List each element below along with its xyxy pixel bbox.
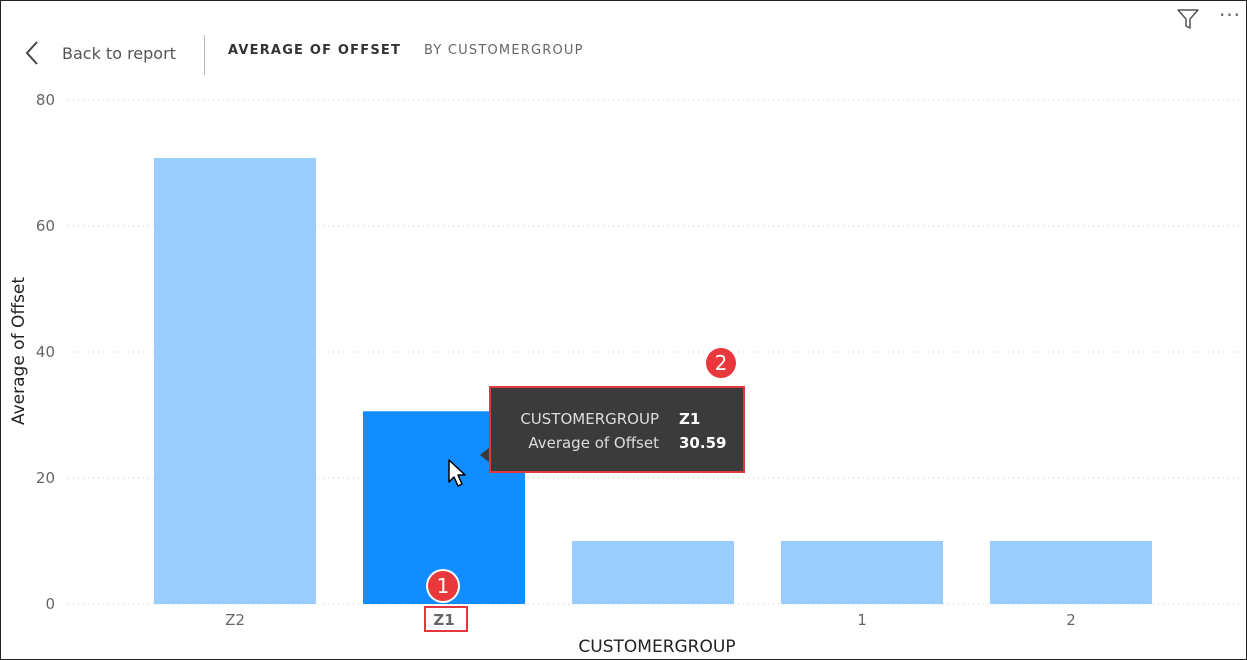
x-tick-label[interactable]: 2 (1066, 611, 1076, 629)
mouse-pointer-icon (448, 459, 466, 487)
x-tick-label[interactable]: 1 (857, 611, 867, 629)
y-axis-title: Average of Offset (9, 277, 29, 425)
chevron-left-icon (25, 41, 38, 65)
callout-badge: 1 (428, 571, 458, 601)
bar[interactable] (572, 541, 734, 604)
y-tick-label: 80 (36, 91, 55, 109)
header-divider (204, 35, 205, 75)
selected-category-highlight (424, 606, 468, 632)
tooltip-row: CUSTOMERGROUP Z1 (491, 410, 743, 430)
y-tick-label: 60 (36, 217, 55, 235)
back-to-report-button[interactable]: Back to report (22, 38, 176, 68)
y-tick-label: 20 (36, 469, 55, 487)
bar[interactable] (154, 157, 316, 604)
tooltip-value: 30.59 (679, 434, 727, 452)
bar[interactable] (990, 541, 1152, 604)
tooltip-value: Z1 (679, 410, 701, 428)
tooltip-key: CUSTOMERGROUP (520, 410, 659, 428)
filter-icon[interactable] (1176, 8, 1200, 30)
bar[interactable] (781, 541, 943, 604)
back-to-report-label: Back to report (62, 43, 176, 63)
y-tick-label: 40 (36, 343, 55, 361)
tooltip-row: Average of Offset 30.59 (491, 434, 743, 454)
breadcrumb-axis: BY CUSTOMERGROUP (424, 43, 584, 58)
x-tick-label[interactable]: Z2 (225, 611, 245, 629)
tooltip-arrow (480, 447, 490, 463)
breadcrumb-measure: AVERAGE OF OFFSET (228, 43, 402, 58)
y-tick-label: 0 (45, 595, 55, 613)
tooltip-key: Average of Offset (528, 434, 659, 452)
x-tick-label[interactable]: Z1 (433, 611, 454, 629)
data-tooltip: CUSTOMERGROUP Z1 Average of Offset 30.59 (489, 386, 745, 473)
x-axis-title: CUSTOMERGROUP (578, 637, 735, 657)
callout-badge: 2 (706, 348, 736, 378)
more-options-icon[interactable]: ··· (1218, 3, 1242, 27)
